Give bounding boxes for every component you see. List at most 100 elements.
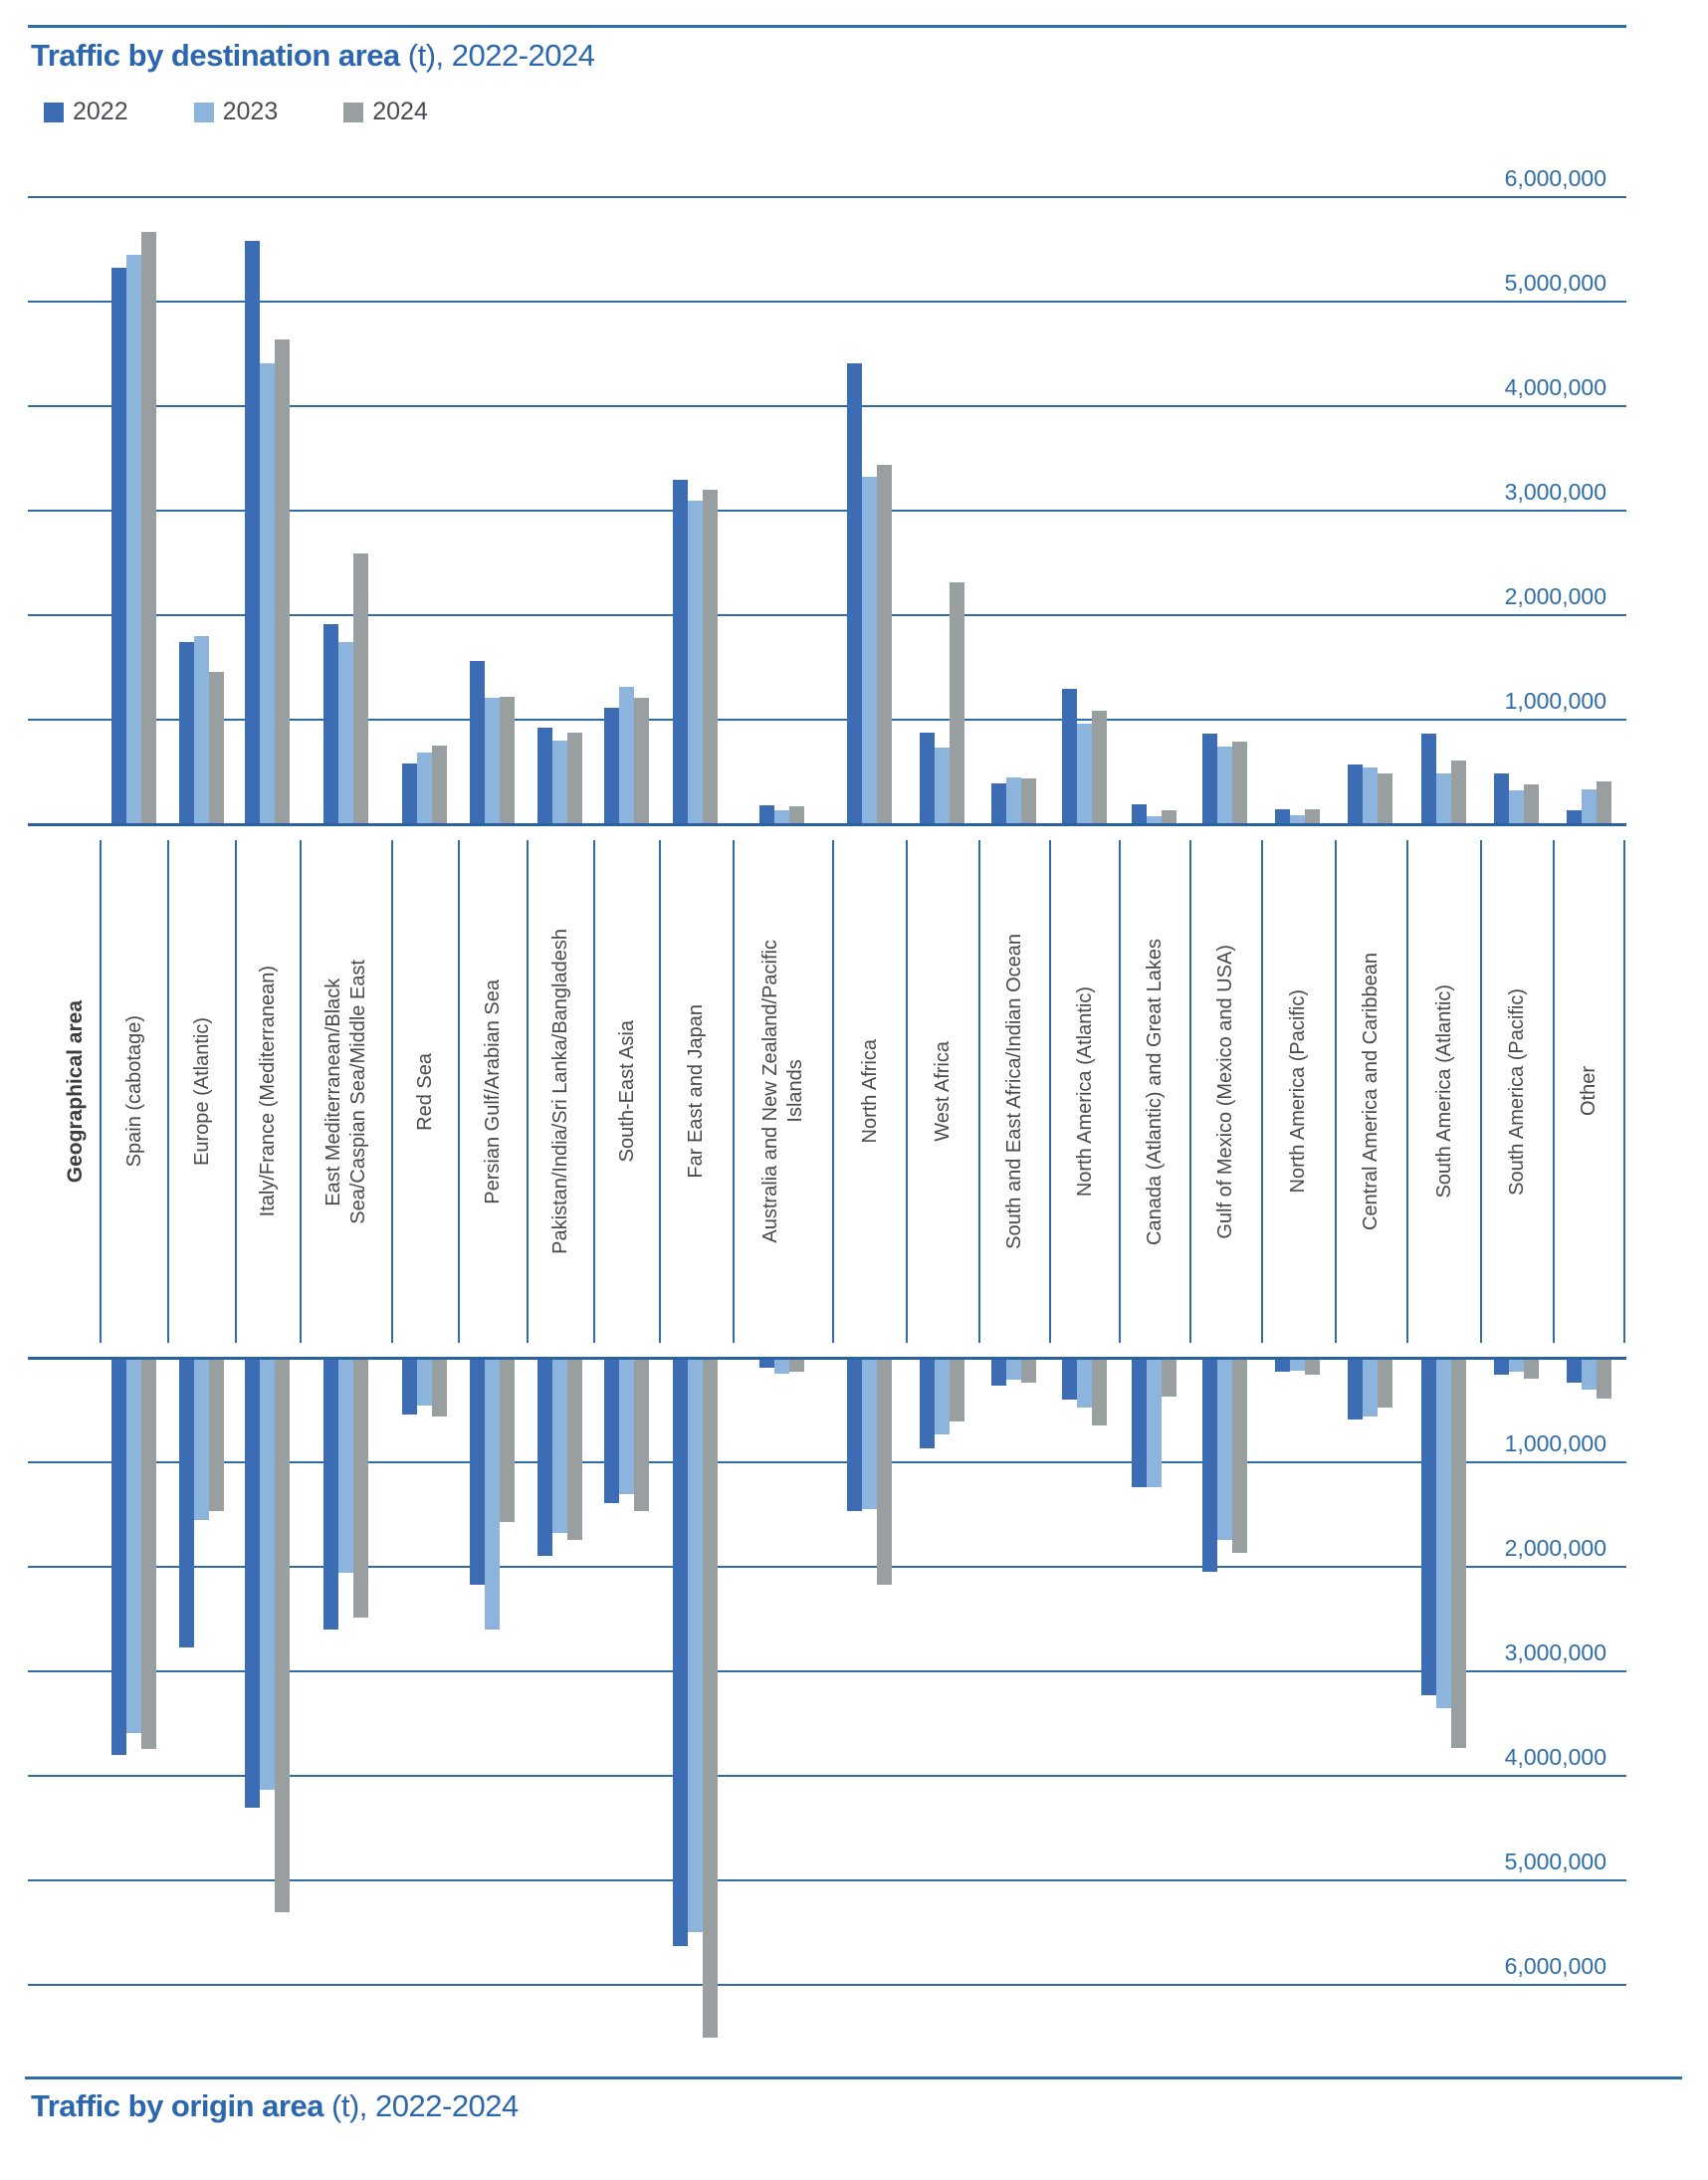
category-label: South-East Asia: [615, 1020, 638, 1163]
axis-tick-label: 4,000,000: [1504, 1744, 1606, 1770]
bar-2023: [1147, 816, 1163, 823]
bar-group: [235, 1360, 300, 2054]
bar-2024: [432, 1360, 448, 1417]
bar-2024: [950, 582, 965, 823]
axis-tick-label: 2,000,000: [1504, 583, 1606, 609]
bar-2022: [178, 642, 194, 823]
bar-2024: [1232, 742, 1248, 823]
bar-2023: [1076, 1360, 1092, 1408]
category-label: South America (Pacific): [1506, 987, 1529, 1196]
bar-2023: [1290, 1360, 1306, 1371]
category-cell: Canada (Atlantic) and Great Lakes: [1119, 840, 1189, 1343]
bar-group: [1189, 1360, 1260, 2054]
bar-2022: [1132, 804, 1148, 823]
gridline-3000000: [28, 510, 1626, 512]
category-label-band: Geographical area Spain (cabotage) Europe…: [28, 826, 1626, 1357]
bar-2022: [1494, 1360, 1510, 1375]
axis-tick-label: 5,000,000: [1504, 270, 1606, 296]
bar-2022: [1348, 1360, 1364, 1419]
bar-2023: [774, 810, 790, 823]
bar-2024: [1091, 1360, 1107, 1425]
category-label: South America (Atlantic): [1432, 984, 1455, 1199]
bar-2022: [1420, 734, 1436, 823]
bar-2022: [178, 1360, 194, 1647]
bar-group: [593, 196, 659, 823]
bar-2023: [774, 1360, 790, 1374]
axis-tick-label: 4,000,000: [1504, 374, 1606, 400]
bar-2023: [125, 1360, 141, 1733]
bar-2024: [208, 1360, 224, 1511]
bar-group: [167, 1360, 235, 2054]
bar-2022: [245, 241, 261, 823]
legend-item-2022: 2022: [44, 98, 128, 126]
bar-2023: [485, 698, 501, 823]
bar-2022: [920, 1360, 936, 1448]
bar-group: [832, 196, 906, 823]
bar-2024: [876, 1360, 892, 1585]
category-cell: Australia and New Zealand/Pacific Island…: [732, 840, 833, 1343]
bar-2022: [759, 805, 775, 823]
bar-2023: [861, 1360, 877, 1509]
bar-2023: [417, 753, 433, 823]
bar-2023: [1217, 1360, 1233, 1540]
bar-2022: [1348, 764, 1364, 823]
bar-2023: [337, 1360, 353, 1573]
bar-2022: [245, 1360, 261, 1808]
bar-2024: [1450, 761, 1466, 823]
legend-swatch-2023: [193, 102, 214, 122]
bar-2023: [552, 1360, 568, 1533]
bar-2023: [337, 642, 353, 823]
geographical-area-header-label: Geographical area: [63, 999, 87, 1184]
origin-chart-title-rest: (t), 2022-2024: [322, 2088, 519, 2123]
origin-chart-title: Traffic by origin area (t), 2022-2024: [31, 2088, 519, 2124]
bar-2024: [1091, 711, 1107, 823]
bar-group: [458, 1360, 527, 2054]
category-label: Far East and Japan: [685, 1004, 708, 1179]
bar-2022: [920, 733, 936, 823]
axis-tick-label: 1,000,000: [1504, 688, 1606, 714]
bar-2022: [673, 1360, 689, 1946]
bar-2023: [1363, 1360, 1379, 1417]
legend: 2022 2023 2024: [44, 98, 428, 126]
bar-2024: [703, 1360, 719, 2038]
bar-2024: [567, 733, 583, 823]
category-label: East Mediterranean/Black Sea/Caspian Sea…: [322, 959, 370, 1224]
bar-2023: [193, 1360, 209, 1520]
bar-2024: [500, 1360, 516, 1522]
bar-2022: [470, 661, 486, 823]
bar-2023: [125, 255, 141, 823]
bar-group: [1406, 196, 1480, 823]
bar-2024: [789, 806, 805, 823]
bar-group: [659, 196, 732, 823]
bar-2022: [1494, 773, 1510, 823]
bar-2024: [352, 1360, 368, 1618]
category-cell: Italy/France (Mediterranean): [235, 840, 300, 1343]
bar-2023: [618, 687, 634, 823]
category-label: West Africa: [932, 1041, 955, 1142]
category-label: North Africa: [858, 1039, 881, 1144]
legend-label-2022: 2022: [73, 98, 128, 125]
category-cell: Persian Gulf/Arabian Sea: [458, 840, 527, 1343]
axis-tick-label: 6,000,000: [1504, 1953, 1606, 1979]
bar-2022: [1566, 810, 1582, 823]
bar-2023: [935, 1360, 951, 1434]
bar-2022: [1202, 1360, 1218, 1572]
category-cell: South-East Asia: [593, 840, 659, 1343]
bar-2024: [1232, 1360, 1248, 1553]
bar-2024: [876, 465, 892, 823]
bar-2023: [1435, 773, 1451, 823]
bar-2024: [140, 232, 156, 823]
axis-tick-label: 3,000,000: [1504, 1639, 1606, 1665]
bar-2024: [275, 339, 291, 823]
bar-2024: [789, 1360, 805, 1372]
bar-2023: [1076, 724, 1092, 823]
bar-2024: [567, 1360, 583, 1540]
category-cell: West Africa: [906, 840, 977, 1343]
bar-group: [1049, 1360, 1119, 2054]
gridline-4000000: [28, 405, 1626, 407]
bar-group: [1119, 1360, 1189, 2054]
bar-2024: [1020, 778, 1036, 823]
category-cell: North America (Pacific): [1260, 840, 1335, 1343]
category-label: Australia and New Zealand/Pacific Island…: [758, 940, 806, 1243]
